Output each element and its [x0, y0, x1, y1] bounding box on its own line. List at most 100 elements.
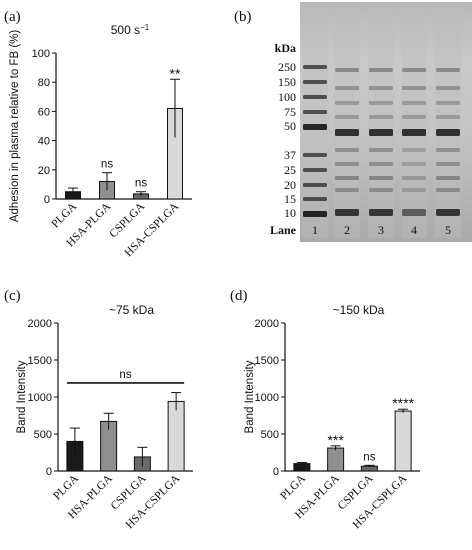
kda-marker-label: 20 — [284, 178, 296, 192]
sample-band — [436, 209, 460, 216]
kda-marker-label: 37 — [284, 148, 296, 162]
sample-band — [436, 148, 460, 152]
panel-a-tag: (a) — [4, 9, 21, 25]
sample-band — [369, 68, 393, 72]
significance-label: ns — [363, 451, 375, 463]
sample-band — [402, 209, 426, 216]
chart-title: ~150 kDa — [333, 303, 385, 317]
y-tick-label: 1000 — [255, 392, 279, 404]
lane-number-label: 1 — [312, 223, 318, 237]
y-tick-label: 20 — [38, 165, 50, 177]
sample-band — [436, 129, 460, 136]
sample-band — [335, 162, 359, 166]
gel-lane — [435, 6, 461, 238]
sample-band — [335, 176, 359, 180]
y-tick-label: 0 — [44, 194, 50, 206]
sample-band — [402, 68, 426, 72]
sample-band — [369, 188, 393, 192]
sample-band — [335, 148, 359, 152]
gel-background — [300, 2, 472, 242]
sample-band — [402, 188, 426, 192]
ladder-band — [303, 153, 327, 157]
category-label: PLGA — [51, 472, 81, 502]
sample-band — [402, 176, 426, 180]
significance-label: *** — [327, 432, 344, 448]
y-tick-label: 60 — [38, 106, 50, 118]
sample-band — [369, 115, 393, 119]
ladder-band — [303, 95, 327, 99]
kda-marker-label: 10 — [284, 206, 296, 220]
sample-band — [369, 101, 393, 105]
y-tick-label: 80 — [38, 77, 50, 89]
sample-band — [402, 162, 426, 166]
gel-lane — [302, 6, 328, 238]
sample-band — [436, 115, 460, 119]
chart-title-superscript: −1 — [140, 23, 150, 32]
kda-marker-label: 150 — [278, 75, 296, 89]
kda-marker-label: 50 — [284, 119, 296, 133]
kda-marker-label: 250 — [278, 60, 296, 74]
significance-bracket-label: ns — [119, 369, 131, 381]
category-label: PLGA — [49, 200, 79, 230]
sample-band — [369, 148, 393, 152]
y-tick-label: 100 — [32, 48, 50, 60]
sample-band — [436, 68, 460, 72]
chart-d: 0 500 1000 1500 2000 Band Intensity ~150 kDa PL… — [244, 303, 420, 531]
ladder-band — [303, 110, 327, 114]
sample-band — [369, 86, 393, 90]
bar — [327, 447, 345, 472]
lane-number-label: 4 — [411, 223, 417, 237]
lane-label: Lane — [270, 223, 297, 237]
gel-lane — [368, 6, 394, 238]
significance-label: ns — [101, 159, 113, 171]
gel-lane — [401, 6, 427, 238]
chart-title: 500 s−1 — [111, 23, 150, 38]
sample-band — [335, 188, 359, 192]
y-tick-label: 2000 — [28, 318, 52, 330]
kda-marker-label: 75 — [284, 105, 296, 119]
sample-band — [436, 86, 460, 90]
ladder-band — [303, 197, 327, 201]
sample-band — [402, 86, 426, 90]
y-tick-label: 1500 — [28, 355, 52, 367]
y-tick-label: 500 — [34, 429, 52, 441]
chart-title: ~75 kDa — [109, 303, 154, 317]
sample-band — [369, 176, 393, 180]
sample-band — [402, 129, 426, 136]
bar — [167, 400, 185, 472]
sample-band — [369, 162, 393, 166]
ladder-band — [303, 65, 327, 69]
ladder-band — [303, 124, 327, 130]
kda-marker-label: 100 — [278, 90, 296, 104]
chart-a: 0 20 40 60 80 100 Adhesion in plasma relative … — [9, 23, 192, 259]
chart-c: 0 500 1000 1500 2000 Band Intensity ~75 kDa PLG… — [16, 303, 193, 531]
kda-marker-label: 15 — [284, 192, 296, 206]
significance-label: **** — [392, 395, 414, 411]
sample-band — [335, 129, 359, 136]
ladder-band — [303, 183, 327, 187]
y-tick-label: 0 — [273, 466, 279, 478]
sample-band — [436, 162, 460, 166]
sample-band — [369, 209, 393, 216]
lane-number-label: 2 — [344, 223, 350, 237]
sample-band — [436, 101, 460, 105]
lane-number-label: 5 — [445, 223, 451, 237]
sample-band — [436, 188, 460, 192]
y-axis-label: Adhesion in plasma relative to FB (%) — [9, 30, 21, 223]
sample-band — [335, 101, 359, 105]
sample-band — [402, 148, 426, 152]
sample-band — [335, 209, 359, 216]
y-tick-label: 500 — [261, 429, 279, 441]
ladder-band — [303, 211, 327, 217]
y-tick-label: 40 — [38, 136, 50, 148]
significance-label: ns — [135, 178, 147, 190]
ladder-band — [303, 168, 327, 172]
sample-band — [335, 115, 359, 119]
sample-band — [402, 101, 426, 105]
y-tick-label: 0 — [46, 466, 52, 478]
y-tick-label: 1500 — [255, 355, 279, 367]
panel-b-tag: (b) — [234, 9, 252, 25]
sample-band — [436, 176, 460, 180]
significance-label: ** — [170, 65, 181, 81]
